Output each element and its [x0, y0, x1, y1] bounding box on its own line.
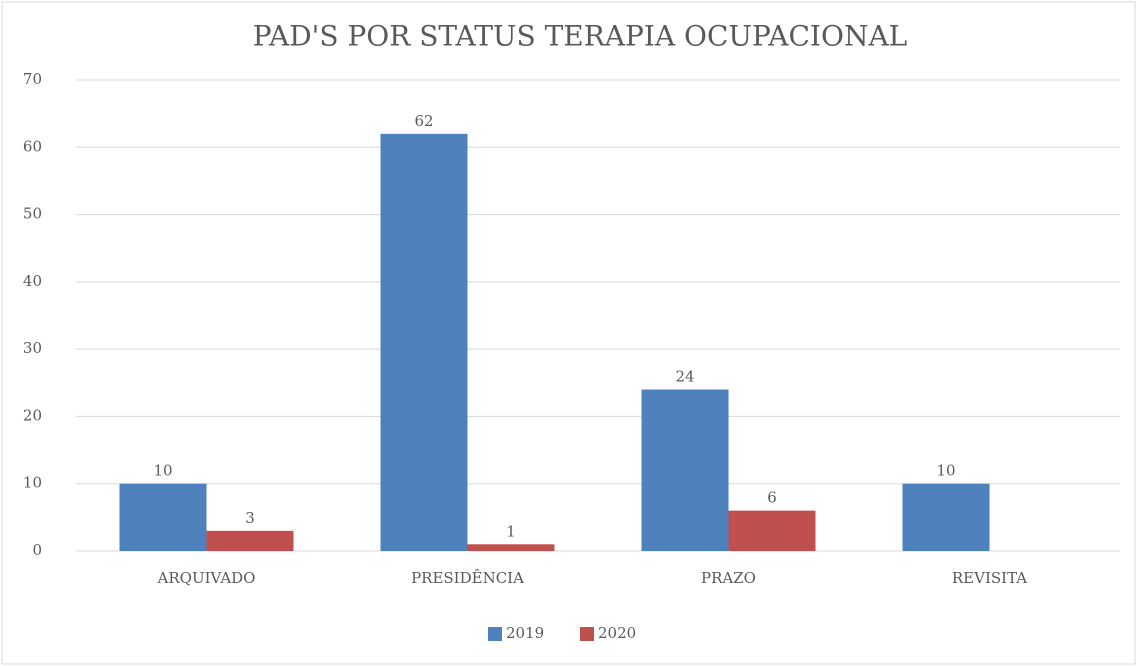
legend-swatch	[580, 627, 594, 641]
data-label: 62	[414, 112, 433, 130]
y-tick-label: 20	[23, 406, 42, 424]
y-tick-label: 30	[23, 339, 42, 357]
data-label: 10	[153, 462, 172, 480]
legend-swatch	[488, 627, 502, 641]
y-tick-label: 10	[23, 474, 42, 492]
bar	[380, 133, 468, 552]
y-tick-label: 50	[23, 205, 42, 223]
data-label: 6	[767, 489, 777, 507]
bar	[902, 483, 990, 551]
x-tick-label: ARQUIVADO	[157, 569, 256, 587]
y-tick-label: 40	[23, 272, 42, 290]
bar	[728, 510, 816, 551]
bar	[467, 544, 555, 551]
x-tick-label: REVISITA	[952, 569, 1027, 587]
data-label: 3	[245, 509, 255, 527]
data-label: 24	[675, 368, 694, 386]
data-label: 1	[506, 522, 516, 540]
y-tick-label: 60	[23, 137, 42, 155]
bar	[641, 389, 729, 551]
data-label: 10	[936, 462, 955, 480]
x-tick-label: PRAZO	[701, 569, 756, 587]
y-tick-label: 70	[23, 70, 42, 88]
chart-title: PAD'S POR STATUS TERAPIA OCUPACIONAL	[253, 20, 908, 53]
x-tick-label: PRESIDÊNCIA	[411, 569, 524, 587]
legend-label: 2020	[598, 624, 636, 642]
legend-label: 2019	[506, 624, 544, 642]
y-tick-label: 0	[32, 541, 42, 559]
bar	[206, 530, 294, 551]
bar	[119, 483, 207, 551]
